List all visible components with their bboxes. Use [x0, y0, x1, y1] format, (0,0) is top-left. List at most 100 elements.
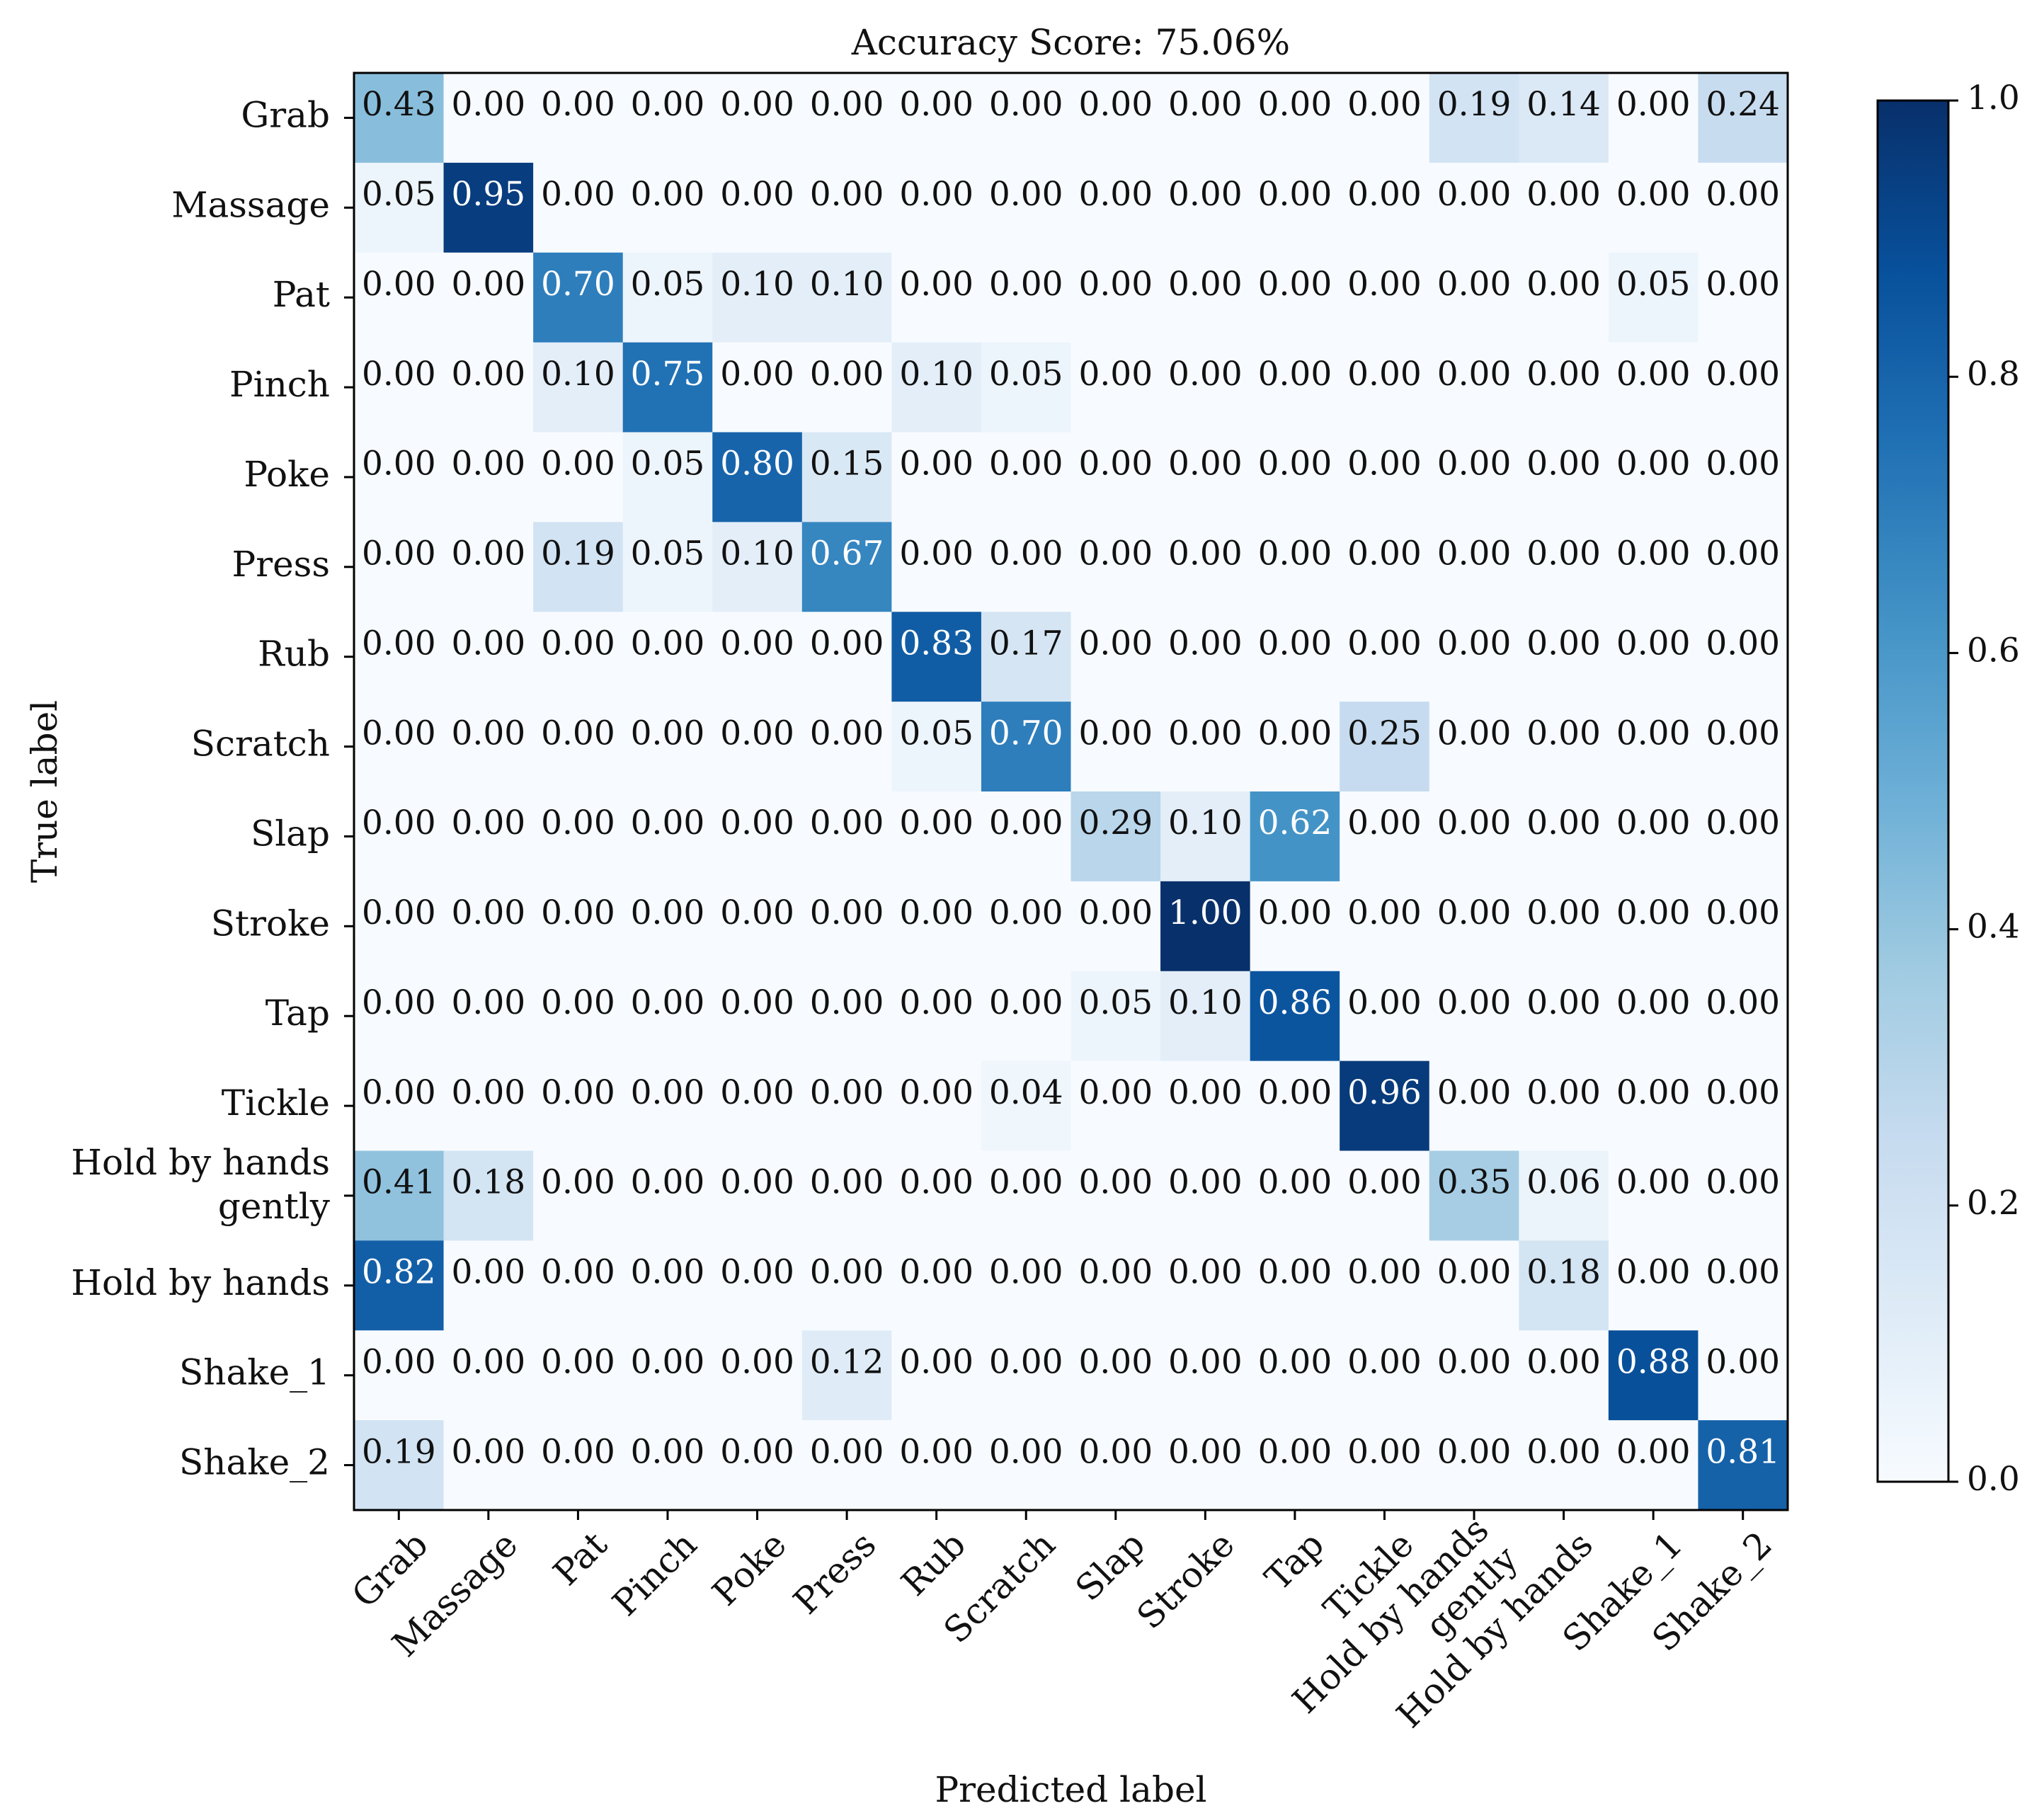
y-tick-label: Tap [266, 993, 330, 1034]
cell-value-label: 0.00 [899, 175, 974, 214]
cell-value-label: 0.95 [452, 175, 526, 214]
cell-value-label: 0.00 [1616, 714, 1691, 753]
cell-value-label: 0.00 [989, 85, 1063, 124]
cell-value-label: 0.00 [720, 804, 794, 842]
cell-value-label: 0.00 [1168, 714, 1243, 753]
heatmap-cell [1070, 881, 1161, 972]
cell-value-label: 0.15 [810, 445, 884, 484]
colorbar-tick-label: 0.4 [1967, 908, 2020, 947]
heatmap-cell [712, 1330, 803, 1421]
cell-value-label: 0.00 [720, 85, 794, 124]
heatmap-cell [1070, 1330, 1161, 1421]
heatmap-cell [622, 73, 713, 164]
heatmap-cell [1429, 1150, 1519, 1241]
heatmap-cell [801, 432, 892, 522]
cell-value-label: 0.00 [1706, 1163, 1780, 1202]
cell-value-label: 0.12 [810, 1342, 884, 1381]
cell-value-label: 0.96 [1347, 1073, 1422, 1112]
heatmap-cell [712, 432, 803, 522]
heatmap-cell [1250, 252, 1340, 343]
cell-value-label: 0.00 [1078, 714, 1153, 753]
heatmap-cell [1250, 1240, 1340, 1331]
heatmap-cell [533, 252, 624, 343]
cell-value-label: 0.00 [1706, 983, 1780, 1022]
heatmap-cell [891, 1240, 982, 1331]
cell-value-label: 0.00 [1078, 85, 1153, 124]
heatmap-cell [533, 73, 624, 164]
cell-text-layer: 0.43 0.00 0.00 0.00 0.00 0.00 0.00 0.00 0.00 0.00… [362, 85, 1780, 1471]
heatmap-cell [443, 342, 534, 433]
cell-value-label: 0.00 [720, 1073, 794, 1112]
heatmap-cell [1429, 522, 1519, 612]
cell-value-label: 0.80 [720, 445, 794, 484]
heatmap-cell [1698, 522, 1788, 612]
heatmap-cell [1698, 881, 1788, 972]
heatmap-cell [1429, 432, 1519, 522]
cell-value-label: 0.00 [989, 1163, 1063, 1202]
heatmap-cell [533, 702, 624, 792]
cell-value-label: 0.19 [541, 534, 615, 573]
heatmap-cell [1250, 432, 1340, 522]
y-tick-label: Poke [244, 454, 330, 495]
heatmap-cell [891, 612, 982, 702]
cell-value-label: 0.00 [1258, 714, 1332, 753]
cell-value-label: 0.00 [810, 624, 884, 663]
heatmap-cell [443, 1150, 534, 1241]
cell-value-label: 0.00 [1437, 175, 1512, 214]
heatmap-cell [1070, 791, 1161, 882]
x-tick-label: Pat [545, 1523, 615, 1594]
x-tick-label: Pinch [605, 1523, 704, 1623]
heatmap-cell [1070, 1420, 1161, 1511]
colorbar-tick-label: 0.0 [1967, 1460, 2020, 1499]
heatmap-cell [1070, 432, 1161, 522]
heatmap-cell [1698, 1420, 1788, 1511]
heatmap-cell [622, 522, 713, 612]
cell-value-label: 0.00 [810, 983, 884, 1022]
heatmap-cell [1160, 791, 1251, 882]
heatmap-cell [1250, 791, 1340, 882]
heatmap-cell [1340, 1060, 1430, 1152]
cell-value-label: 0.00 [362, 1342, 436, 1381]
cell-value-label: 0.00 [899, 445, 974, 484]
heatmap-cell [1250, 702, 1340, 792]
cell-value-label: 0.00 [541, 1342, 615, 1381]
heatmap-cell [712, 971, 803, 1062]
cell-value-label: 0.00 [1258, 1163, 1332, 1202]
cell-value-label: 0.10 [1168, 804, 1243, 842]
heatmap-cell [1070, 1060, 1161, 1152]
cell-value-label: 0.18 [452, 1163, 526, 1202]
heatmap-cell [1250, 1150, 1340, 1241]
heatmap-cell [1070, 612, 1161, 702]
cell-value-label: 0.00 [899, 1163, 974, 1202]
heatmap-cell [1250, 1060, 1340, 1152]
cell-value-label: 0.00 [1706, 714, 1780, 753]
cell-value-label: 0.00 [1616, 1432, 1691, 1471]
cell-value-label: 0.00 [1616, 983, 1691, 1022]
heatmap-cell [712, 1150, 803, 1241]
cell-value-label: 0.00 [1258, 265, 1332, 304]
cell-value-label: 0.00 [541, 1432, 615, 1471]
cell-value-label: 0.00 [541, 1253, 615, 1292]
cell-value-label: 0.00 [1078, 355, 1153, 394]
heatmap-cell [1160, 342, 1251, 433]
cell-value-label: 0.00 [1437, 1253, 1512, 1292]
heatmap-cell [1608, 252, 1699, 343]
heatmap-cell [622, 1330, 713, 1421]
heatmap-cell [801, 1150, 892, 1241]
y-tick-label: Pinch [229, 364, 330, 405]
heatmap-cell [1160, 612, 1251, 702]
heatmap-cell [1250, 1420, 1340, 1511]
heatmap-cell [801, 162, 892, 253]
heatmap-cell [443, 971, 534, 1062]
cell-value-label: 0.00 [1616, 355, 1691, 394]
heatmap-cell [1698, 1330, 1788, 1421]
heatmap-cell [891, 522, 982, 612]
heatmap-cell [1340, 432, 1430, 522]
heatmap-cell [801, 522, 892, 612]
heatmap-cell [622, 1420, 713, 1511]
cell-value-label: 0.00 [1168, 1163, 1243, 1202]
cell-value-label: 1.00 [1168, 893, 1243, 932]
cell-value-label: 0.00 [1616, 804, 1691, 842]
heatmap-cell [1340, 881, 1430, 972]
